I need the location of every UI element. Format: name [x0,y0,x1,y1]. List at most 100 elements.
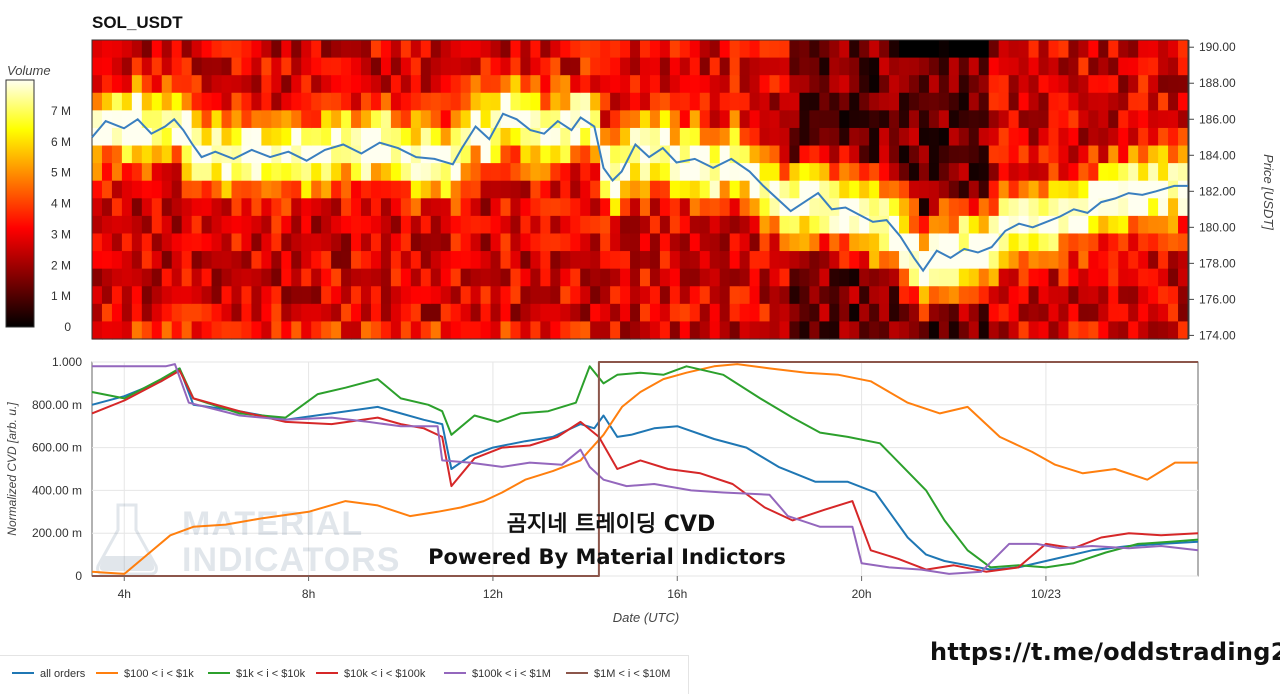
heatmap-cell [699,321,711,340]
heatmap-cell [171,75,183,94]
heatmap-cell [390,180,402,199]
heatmap-cell [510,321,522,340]
heatmap-cell [649,251,661,270]
legend-item[interactable]: $10k < i < $100k [316,668,425,680]
heatmap-cell [430,163,442,182]
heatmap-cell [1098,233,1109,252]
heatmap-cell [928,75,940,94]
heatmap-cell [400,251,412,270]
heatmap-cell [500,215,512,235]
heatmap-cell [988,40,1000,59]
heatmap-cell [998,40,1010,59]
heatmap-cell [679,127,691,147]
heatmap-cell [181,303,193,323]
telegram-link[interactable]: https://t.me/oddstrading2 [930,638,1280,666]
heatmap-cell [769,233,781,252]
heatmap-cell [779,198,791,217]
heatmap-cell [101,40,113,59]
heatmap-cell [500,163,512,182]
heatmap-cell [938,180,950,199]
heatmap-cell [570,251,581,270]
heatmap-cell [480,145,492,164]
heatmap-cell [430,198,442,217]
legend-item[interactable]: $100k < i < $1M [444,668,551,680]
heatmap-cell [231,286,243,305]
heatmap-cell [490,251,502,270]
heatmap-cell [620,215,631,235]
heatmap-cell [171,268,183,287]
heatmap-cell [610,163,621,182]
heatmap-cell [640,40,651,59]
legend-item[interactable]: $1M < i < $10M [566,668,670,680]
heatmap-cell [380,268,392,287]
heatmap-cell [1058,75,1070,94]
heatmap-cell [171,40,183,59]
heatmap-cell [1098,40,1109,59]
heatmap-cell [968,215,980,235]
heatmap-cell [201,198,213,217]
heatmap-cell [630,286,641,305]
heatmap-cell [719,145,731,164]
heatmap-cell [978,321,990,340]
heatmap-cell [111,268,123,287]
heatmap-cell [918,127,930,147]
heatmap-cell [649,163,661,182]
heatmap-cell [261,163,272,182]
heatmap-cell [1168,57,1179,76]
heatmap-cell [560,303,571,323]
legend-swatch [316,672,338,675]
heatmap-cell [321,180,332,199]
heatmap-cell [430,286,442,305]
heatmap-cell [510,286,522,305]
heatmap-cell [1018,163,1030,182]
heatmap-cell [958,40,970,59]
heatmap-cell [341,127,352,147]
heatmap-cell [341,268,352,287]
heatmap-cell [510,127,522,147]
heatmap-cell [1058,268,1070,287]
heatmap-cell [988,321,1000,340]
heatmap-cell [430,321,442,340]
heatmap-cell [450,57,462,76]
colorbar-tick-label: 6 M [51,135,71,149]
heatmap-cell [839,268,850,287]
heatmap-cell [829,303,840,323]
heatmap-cell [281,198,292,217]
legend-item[interactable]: all orders [12,668,85,680]
heatmap-cell [550,268,561,287]
heatmap-cell [121,57,133,76]
heatmap-cell [390,321,402,340]
heatmap-cell [819,268,830,287]
heatmap-cell [998,286,1010,305]
heatmap-cell [510,40,522,59]
heatmap-cell [938,251,950,270]
heatmap-cell [709,233,721,252]
heatmap-cell [1078,268,1089,287]
heatmap-cell [1028,251,1040,270]
heatmap-cell [470,40,482,59]
heatmap-cell [610,251,621,270]
legend-item[interactable]: $100 < i < $1k [96,668,194,680]
heatmap-cell [261,92,272,111]
heatmap-cell [759,198,771,217]
heatmap-cell [351,40,362,59]
heatmap-cell [1008,286,1020,305]
legend-item[interactable]: $1k < i < $10k [208,668,305,680]
heatmap-cell [1038,180,1050,199]
heatmap-cell [400,286,412,305]
heatmap-cell [440,40,452,59]
heatmap-cell [191,127,203,147]
heatmap-cell [709,163,721,182]
heatmap-cell [261,57,272,76]
heatmap-cell [659,145,671,164]
heatmap-cell [520,233,531,252]
heatmap-cell [470,127,482,147]
heatmap-cell [839,40,850,59]
heatmap-cell [968,233,980,252]
heatmap-cell [649,321,661,340]
heatmap-cell [918,251,930,270]
price-axis-tick-label: 184.00 [1199,148,1236,162]
heatmap-cell [769,75,781,94]
heatmap-cell [1108,145,1119,164]
heatmap-cell [849,40,860,59]
